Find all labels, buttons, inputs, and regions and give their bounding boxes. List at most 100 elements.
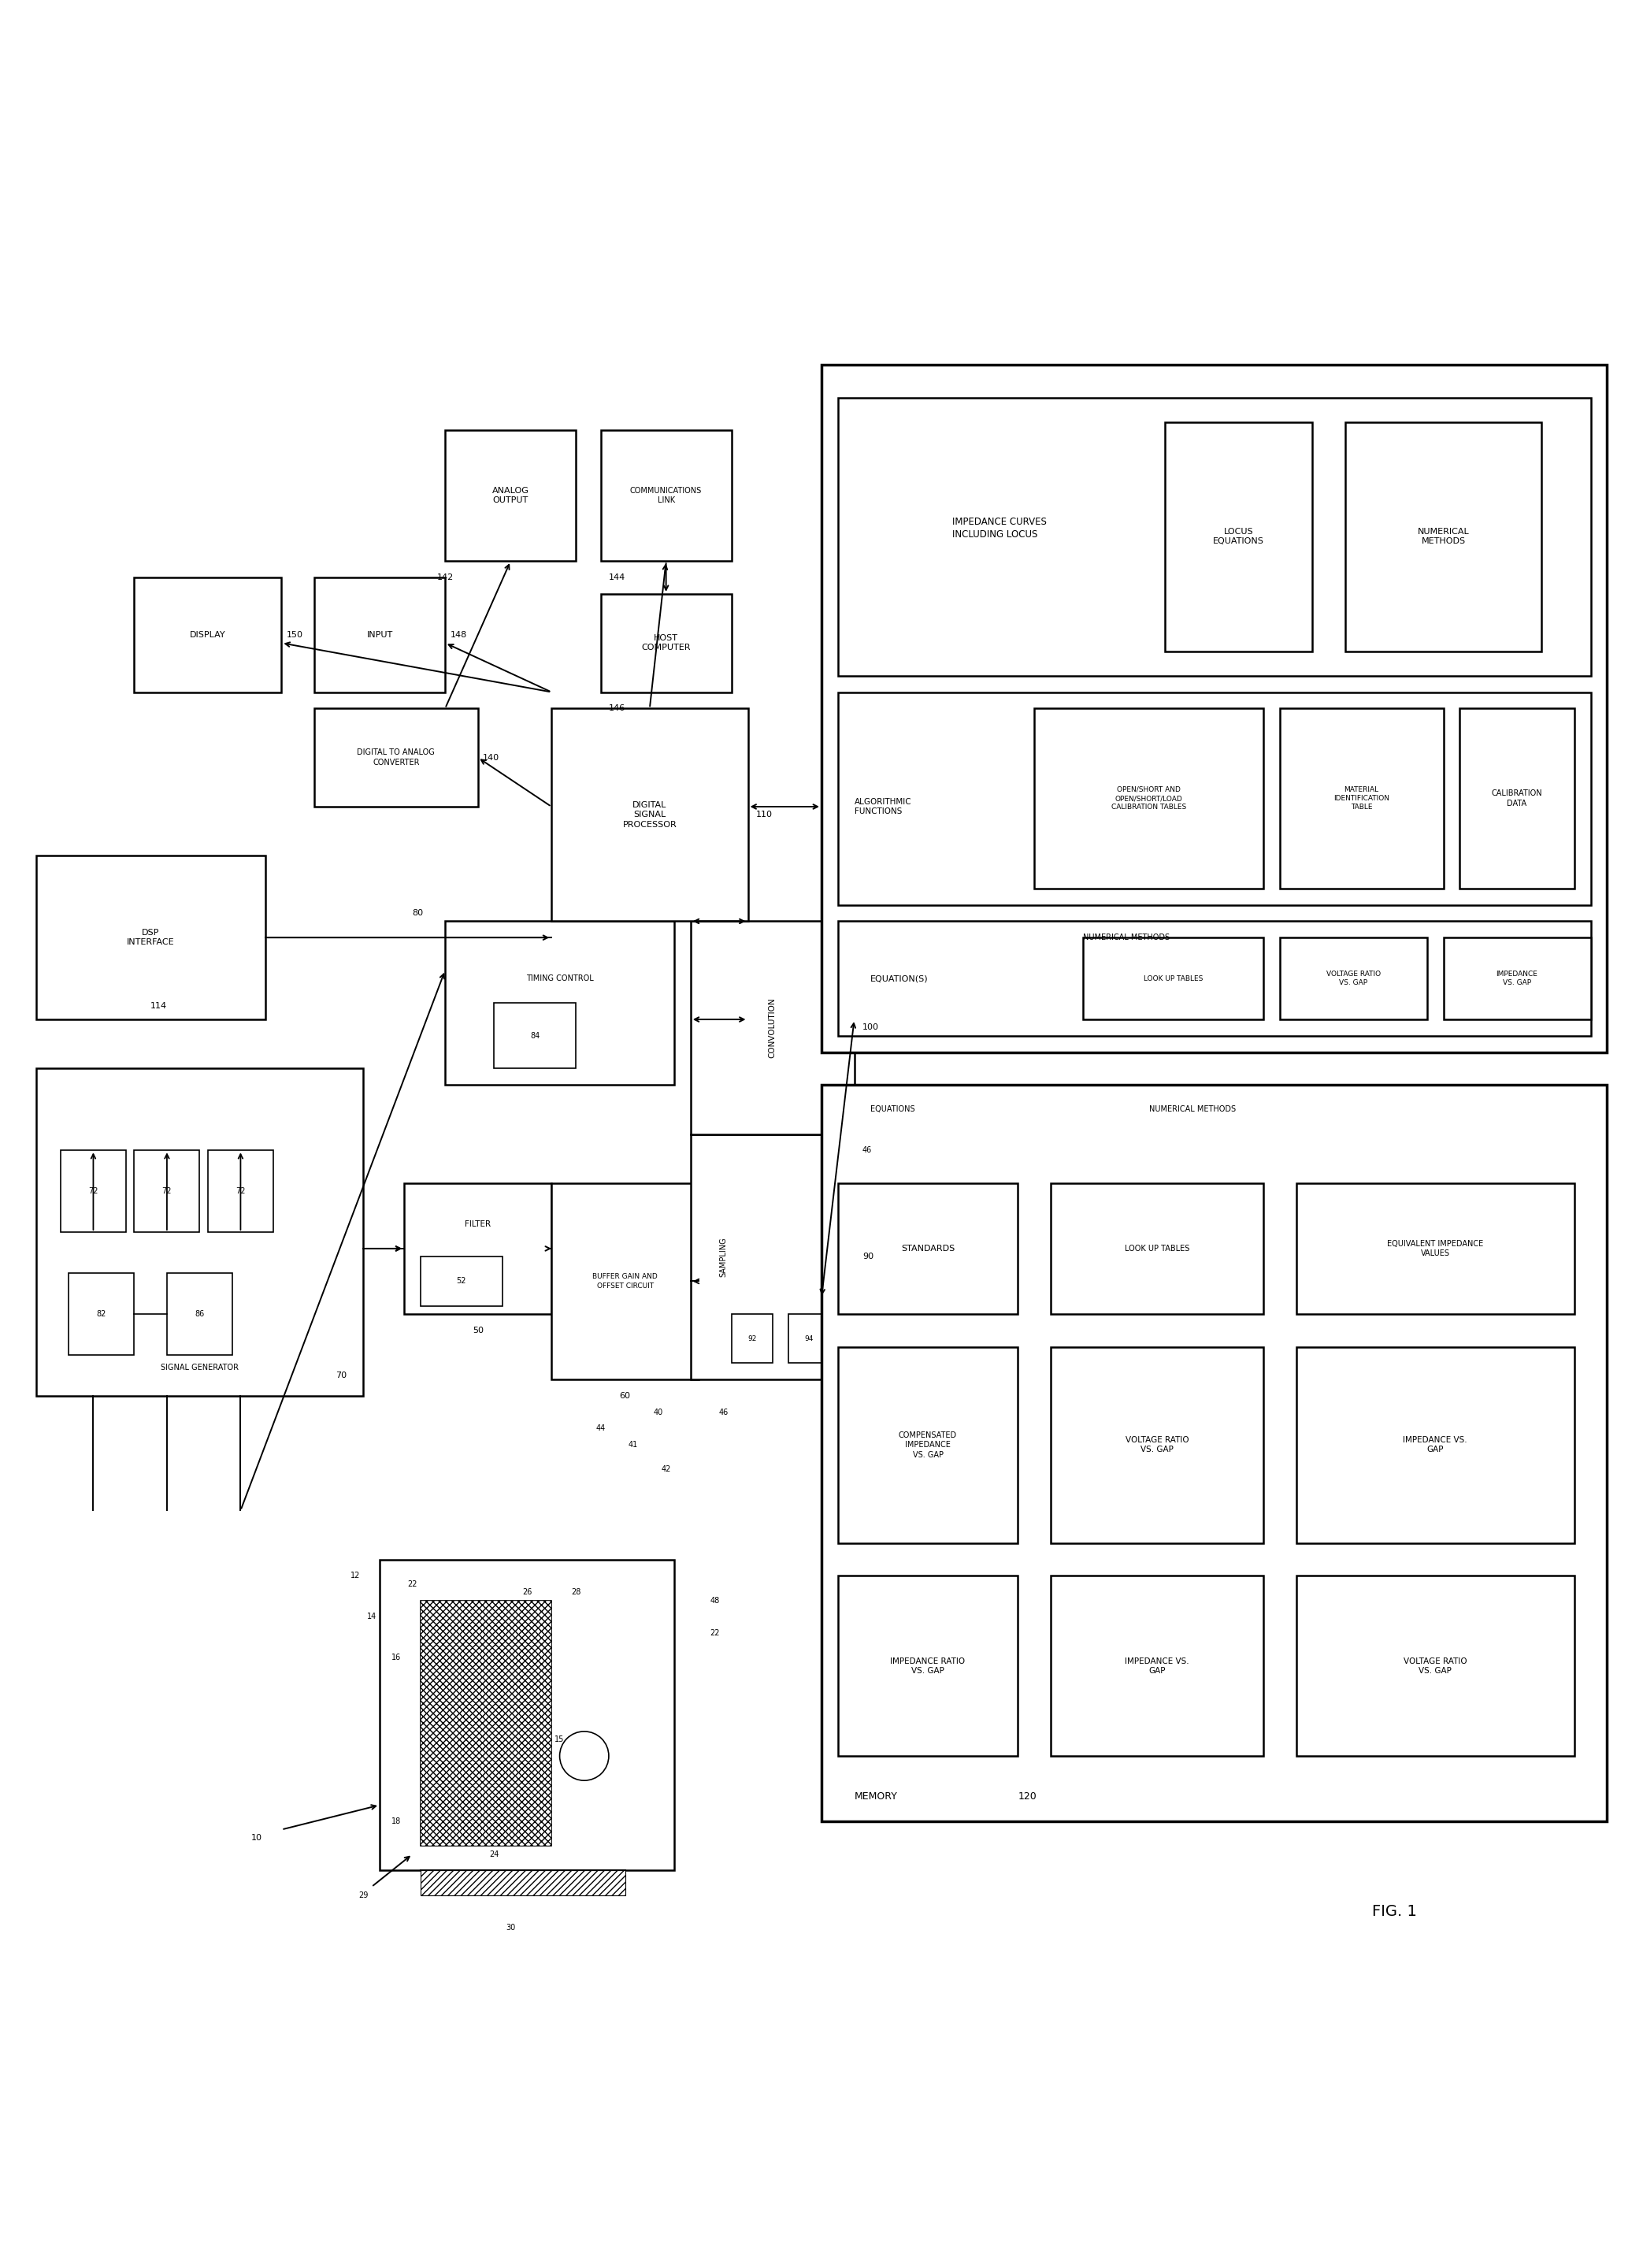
Text: 41: 41	[629, 1440, 637, 1449]
Text: BUFFER GAIN AND
OFFSET CIRCUIT: BUFFER GAIN AND OFFSET CIRCUIT	[593, 1272, 657, 1288]
Text: 22: 22	[710, 1628, 720, 1637]
Bar	[135, 1150, 200, 1232]
Bar	[207, 1150, 273, 1232]
Bar	[69, 1272, 135, 1354]
Text: LOCUS
EQUATIONS: LOCUS EQUATIONS	[1213, 528, 1265, 544]
Text: FIG. 1: FIG. 1	[1372, 1903, 1416, 1919]
Text: 144: 144	[610, 574, 626, 581]
Text: 16: 16	[391, 1653, 401, 1662]
Text: COMMUNICATIONS
LINK: COMMUNICATIONS LINK	[631, 488, 702, 503]
Text: MATERIAL
IDENTIFICATION
TABLE: MATERIAL IDENTIFICATION TABLE	[1334, 787, 1390, 810]
Bar	[1296, 1184, 1574, 1313]
Bar	[690, 921, 854, 1134]
Text: 84: 84	[531, 1032, 541, 1039]
Text: 40: 40	[652, 1408, 662, 1415]
Text: LOOK UP TABLES: LOOK UP TABLES	[1124, 1245, 1190, 1252]
Text: 72: 72	[89, 1188, 99, 1195]
Text: EQUATION(S): EQUATION(S)	[871, 975, 928, 982]
Text: HOST
COMPUTER: HOST COMPUTER	[641, 635, 690, 651]
Text: 42: 42	[660, 1465, 670, 1474]
Bar	[1346, 422, 1541, 651]
Bar	[822, 1084, 1607, 1821]
Text: FILTER: FILTER	[465, 1220, 491, 1227]
Text: 52: 52	[457, 1277, 467, 1286]
Bar	[1050, 1347, 1263, 1542]
Text: DIGITAL
SIGNAL
PROCESSOR: DIGITAL SIGNAL PROCESSOR	[623, 801, 677, 828]
Text: 26: 26	[522, 1588, 532, 1597]
Text: EQUIVALENT IMPEDANCE
VALUES: EQUIVALENT IMPEDANCE VALUES	[1387, 1241, 1484, 1256]
Bar	[61, 1150, 127, 1232]
Bar	[314, 578, 445, 692]
Bar	[1280, 708, 1443, 889]
Text: ANALOG
OUTPUT: ANALOG OUTPUT	[493, 488, 529, 503]
Text: CONVOLUTION: CONVOLUTION	[769, 998, 777, 1057]
Text: VOLTAGE RATIO
VS. GAP: VOLTAGE RATIO VS. GAP	[1403, 1658, 1467, 1674]
Bar	[789, 1313, 830, 1363]
Bar	[838, 1184, 1019, 1313]
Text: 24: 24	[490, 1851, 499, 1857]
Text: DIGITAL TO ANALOG
CONVERTER: DIGITAL TO ANALOG CONVERTER	[357, 748, 435, 767]
Bar	[495, 1002, 577, 1068]
Text: 90: 90	[863, 1252, 874, 1261]
Text: 140: 140	[483, 753, 499, 762]
Text: 146: 146	[610, 705, 626, 712]
Text: 110: 110	[756, 812, 772, 819]
Text: 44: 44	[596, 1424, 605, 1433]
Bar	[1165, 422, 1313, 651]
Bar	[1296, 1576, 1574, 1755]
Bar	[838, 397, 1590, 676]
Text: 120: 120	[1019, 1792, 1037, 1803]
Text: 18: 18	[391, 1817, 401, 1826]
Bar	[552, 708, 748, 921]
Bar	[552, 1184, 698, 1379]
Text: IMPEDANCE RATIO
VS. GAP: IMPEDANCE RATIO VS. GAP	[891, 1658, 966, 1674]
Bar	[36, 855, 265, 1018]
Text: 86: 86	[196, 1311, 204, 1318]
Text: OPEN/SHORT AND
OPEN/SHORT/LOAD
CALIBRATION TABLES: OPEN/SHORT AND OPEN/SHORT/LOAD CALIBRATI…	[1111, 787, 1186, 810]
Bar	[731, 1313, 772, 1363]
Text: DISPLAY: DISPLAY	[191, 631, 225, 640]
Bar	[1280, 937, 1428, 1018]
Text: STANDARDS: STANDARDS	[900, 1245, 955, 1252]
Bar	[822, 365, 1607, 1052]
Text: CALIBRATION
DATA: CALIBRATION DATA	[1492, 789, 1543, 807]
Bar	[445, 431, 577, 560]
Text: MEMORY: MEMORY	[854, 1792, 897, 1803]
Text: 50: 50	[472, 1327, 483, 1334]
Text: 60: 60	[619, 1393, 631, 1399]
Bar	[1083, 937, 1263, 1018]
Bar	[404, 1184, 552, 1313]
Text: SAMPLING: SAMPLING	[720, 1236, 728, 1277]
Bar	[421, 1601, 552, 1846]
Bar	[838, 1347, 1019, 1542]
Text: 82: 82	[97, 1311, 107, 1318]
Text: VOLTAGE RATIO
VS. GAP: VOLTAGE RATIO VS. GAP	[1125, 1436, 1190, 1454]
Text: 22: 22	[407, 1581, 417, 1588]
Text: IMPEDANCE VS.
GAP: IMPEDANCE VS. GAP	[1125, 1658, 1190, 1674]
Bar	[601, 431, 731, 560]
Bar	[314, 708, 478, 807]
Bar	[1050, 1184, 1263, 1313]
Text: VOLTAGE RATIO
VS. GAP: VOLTAGE RATIO VS. GAP	[1326, 971, 1380, 987]
Text: 28: 28	[572, 1588, 582, 1597]
Bar	[168, 1272, 232, 1354]
Text: LOOK UP TABLES: LOOK UP TABLES	[1144, 975, 1203, 982]
Bar	[1443, 937, 1590, 1018]
Text: 46: 46	[863, 1145, 872, 1154]
Bar	[36, 1068, 363, 1395]
Text: 14: 14	[366, 1613, 376, 1622]
Text: NUMERICAL
METHODS: NUMERICAL METHODS	[1418, 528, 1469, 544]
Text: 114: 114	[150, 1002, 168, 1009]
Text: NUMERICAL METHODS: NUMERICAL METHODS	[1148, 1105, 1236, 1114]
Text: EQUATIONS: EQUATIONS	[871, 1105, 915, 1114]
Bar	[1033, 708, 1263, 889]
Bar	[421, 1256, 503, 1306]
Text: 100: 100	[863, 1023, 879, 1032]
Text: 150: 150	[286, 631, 302, 640]
Text: TIMING CONTROL: TIMING CONTROL	[526, 975, 593, 982]
Text: 29: 29	[358, 1892, 368, 1898]
Bar	[380, 1560, 674, 1871]
Text: 10: 10	[251, 1835, 263, 1842]
Text: 48: 48	[710, 1597, 720, 1603]
Bar	[135, 578, 281, 692]
